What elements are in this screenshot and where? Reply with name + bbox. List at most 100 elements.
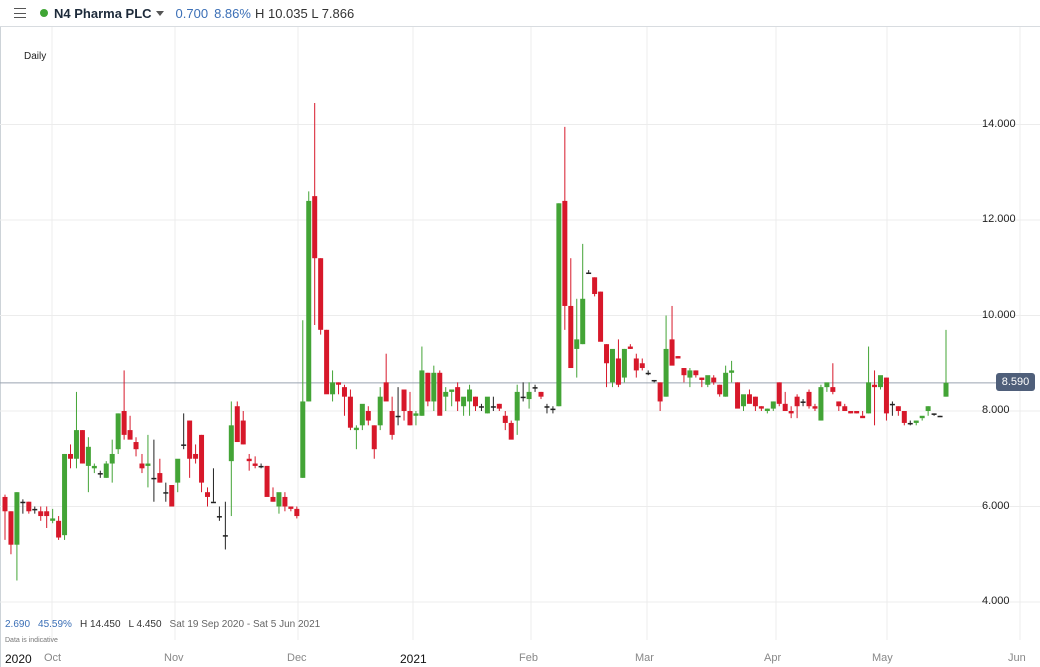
candle-body: [347, 396, 353, 428]
period-low: L 4.450: [128, 619, 162, 630]
candle-body: [14, 492, 20, 545]
candle-body: [258, 465, 264, 468]
candle-body: [115, 413, 121, 450]
candle-body: [895, 406, 901, 411]
candle-body: [121, 411, 127, 435]
candle-body: [175, 458, 181, 483]
candle-body: [425, 372, 431, 402]
x-axis-tick-label: Mar: [635, 652, 654, 664]
candle-body: [681, 368, 687, 376]
candle-body: [854, 411, 860, 414]
candle-body: [431, 372, 437, 402]
candle-body: [401, 389, 407, 411]
candle-body: [925, 406, 931, 411]
candle-body: [800, 401, 806, 403]
candle-body: [574, 339, 580, 349]
candle-body: [907, 422, 913, 425]
candle-body: [389, 411, 395, 435]
candle-body: [199, 434, 205, 483]
candle-body: [210, 501, 216, 504]
candle-body: [889, 403, 895, 406]
candle-body: [860, 415, 866, 419]
candle-body: [794, 396, 800, 407]
candle-body: [103, 463, 109, 478]
candle-body: [157, 473, 163, 483]
candle-body: [270, 496, 276, 502]
candle-body: [937, 415, 943, 418]
candle-body: [514, 391, 520, 421]
candle-body: [502, 415, 508, 423]
candle-body: [56, 520, 62, 538]
candle-body: [508, 422, 514, 440]
candle-body: [735, 382, 741, 409]
y-axis-tick-label: 6.000: [982, 499, 1010, 512]
candle-body: [228, 425, 234, 462]
candle-body: [139, 463, 145, 469]
candle-body: [419, 370, 425, 416]
candle-body: [371, 425, 377, 450]
candle-body: [97, 473, 103, 475]
candle-body: [234, 406, 240, 443]
candle-body: [723, 372, 729, 397]
instrument-title[interactable]: N4 Pharma PLC: [54, 5, 152, 21]
candle-body: [163, 492, 169, 494]
candle-body: [866, 382, 872, 414]
candle-body: [68, 453, 74, 459]
y-axis-tick-label: 12.000: [982, 213, 1016, 225]
candle-body: [580, 298, 586, 345]
candle-body: [872, 384, 878, 388]
candle-body: [556, 203, 562, 407]
interval-label[interactable]: Daily: [24, 51, 47, 62]
candle-body: [181, 444, 187, 446]
high-low-values: H 10.035 L 7.866: [254, 5, 355, 21]
candle-body: [341, 387, 347, 397]
candle-body: [50, 518, 56, 521]
candle-body: [609, 348, 615, 383]
candle-body: [651, 379, 657, 382]
instrument-dropdown-caret-icon[interactable]: [155, 10, 164, 16]
candle-body: [919, 415, 925, 419]
candle-body: [818, 387, 824, 421]
candle-body: [717, 384, 723, 395]
candle-body: [776, 382, 782, 404]
x-axis-tick-label: Nov: [164, 652, 184, 664]
candle-body: [788, 411, 794, 414]
candle-body: [645, 372, 651, 375]
candle-body: [264, 465, 270, 497]
candle-body: [943, 382, 949, 397]
candle-body: [276, 492, 282, 507]
candle-body: [901, 411, 907, 423]
x-axis-tick-label: Apr: [764, 652, 782, 664]
candle-body: [443, 391, 449, 397]
candle-body: [282, 496, 288, 507]
hamburger-menu-icon[interactable]: [14, 8, 26, 18]
candle-body: [848, 411, 854, 414]
candle-body: [455, 387, 461, 402]
candle-body: [627, 346, 633, 349]
candle-body: [222, 535, 228, 537]
candle-body: [729, 370, 735, 373]
candle-body: [633, 358, 639, 371]
candle-body: [764, 408, 770, 411]
header-bar: N4 Pharma PLC 0.700 8.86% H 10.035 L 7.8…: [0, 0, 1040, 27]
candle-body: [877, 375, 883, 388]
candle-body: [204, 492, 210, 497]
period-change: 2.690: [5, 619, 31, 630]
x-axis-tick-label: Feb: [519, 652, 538, 664]
candle-body: [330, 382, 336, 395]
candle-body: [8, 511, 14, 545]
candle-body: [490, 406, 496, 408]
candle-body: [324, 329, 330, 395]
candle-body: [842, 406, 848, 411]
candle-body: [770, 401, 776, 409]
y-axis-tick-label: 4.000: [982, 595, 1010, 607]
candle-body: [151, 477, 157, 480]
candle-body: [663, 348, 669, 397]
candlestick-chart[interactable]: [0, 27, 1040, 667]
candle-body: [538, 391, 544, 397]
candle-body: [711, 377, 717, 383]
candle-body: [216, 516, 222, 518]
candle-body: [586, 272, 592, 275]
candle-body: [615, 358, 621, 385]
candle-body: [675, 356, 681, 359]
